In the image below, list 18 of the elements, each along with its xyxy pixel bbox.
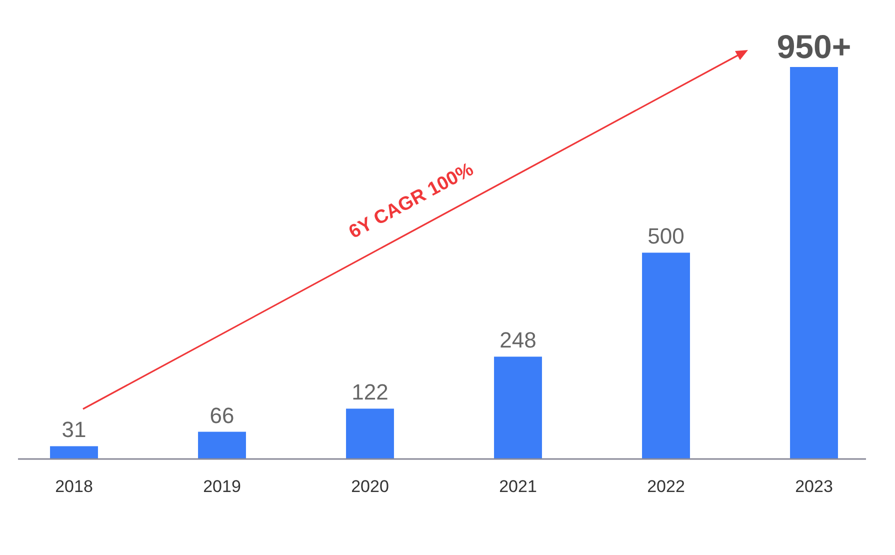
data-label: 122 bbox=[352, 380, 388, 405]
bar bbox=[790, 67, 838, 459]
x-tick-label: 2022 bbox=[647, 477, 685, 496]
data-label: 950+ bbox=[776, 28, 852, 65]
x-tick-label: 2021 bbox=[499, 477, 537, 496]
bar bbox=[50, 446, 98, 459]
bar bbox=[494, 356, 542, 459]
x-tick-label: 2018 bbox=[55, 477, 93, 496]
bar bbox=[198, 432, 246, 459]
data-label: 66 bbox=[210, 402, 234, 428]
data-label: 31 bbox=[62, 417, 86, 442]
x-tick-label: 2019 bbox=[203, 477, 241, 496]
x-tick-label: 2023 bbox=[795, 477, 833, 496]
data-label: 500 bbox=[648, 224, 684, 249]
x-tick-label: 2020 bbox=[351, 477, 389, 496]
bar bbox=[346, 408, 394, 459]
bar bbox=[642, 252, 690, 459]
data-label: 248 bbox=[500, 328, 536, 353]
